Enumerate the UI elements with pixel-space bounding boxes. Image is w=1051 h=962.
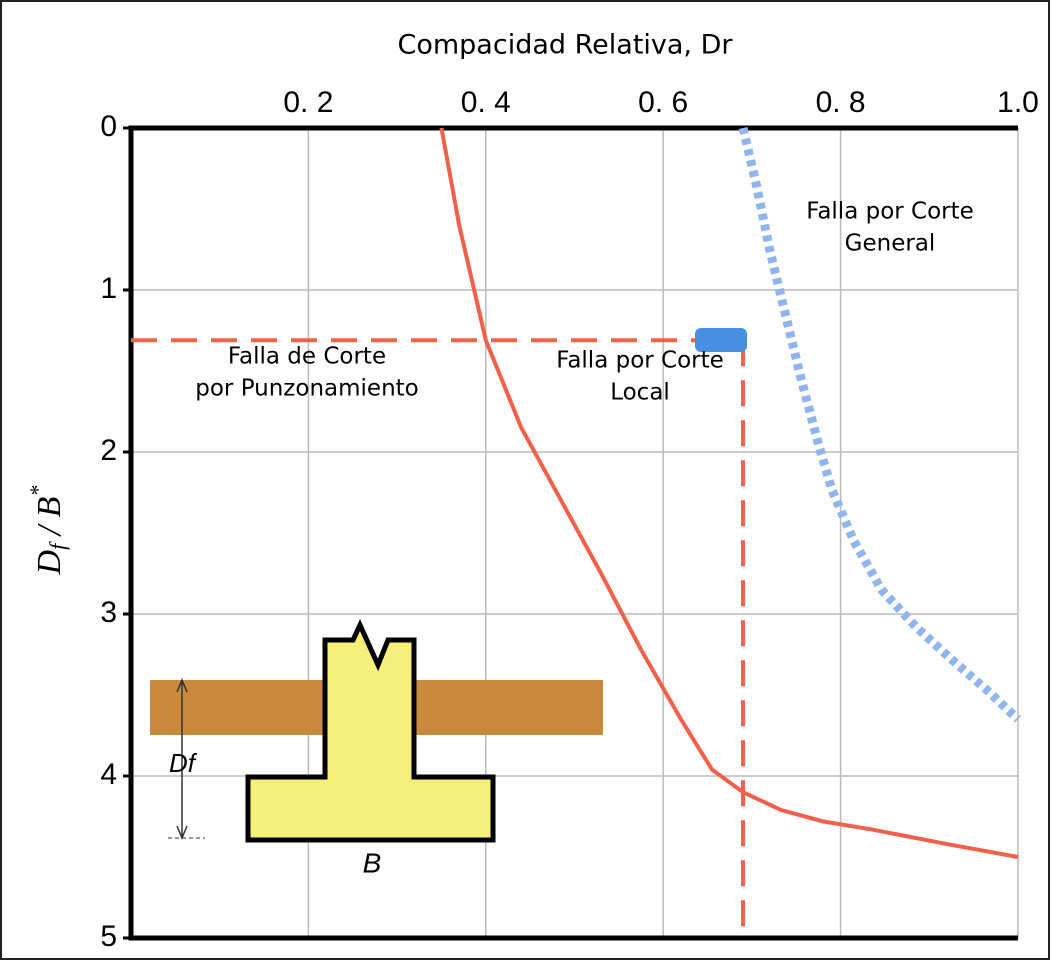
y-tick-label: 4 (100, 758, 117, 791)
chart-title: Compacidad Relativa, Dr (398, 30, 734, 61)
x-tick-label: 0. 6 (638, 86, 688, 119)
axis-frame (128, 125, 1018, 941)
y-tick-label: 5 (100, 920, 117, 953)
y-label-sup: * (25, 486, 50, 497)
y-label-main: D (31, 549, 68, 575)
annotations: Falla por Corte General Falla de Corte por … (169, 199, 974, 879)
annotation: por Punzonamiento (195, 376, 419, 402)
y-axis-label: Df / B* (25, 486, 70, 576)
annotation: Falla por Corte (556, 348, 724, 374)
annotation: Falla de Corte (228, 344, 386, 370)
x-tick-label: 0. 8 (816, 86, 866, 119)
x-tick-label: 1.0 (997, 86, 1039, 119)
annotation: Falla por Corte (806, 199, 974, 225)
y-label-sub: f (45, 541, 70, 550)
y-tick-label: 0 (100, 110, 117, 143)
annotation: Local (610, 380, 670, 406)
y-tick-label: 3 (100, 596, 117, 629)
footing (245, 618, 496, 843)
series-line (738, 126, 1022, 723)
x-tick-label: 0. 4 (461, 86, 511, 119)
series-line (439, 127, 1019, 859)
x-tick-label: 0. 2 (283, 86, 333, 119)
y-label-mid: / B (31, 496, 68, 543)
y-tick-label: 2 (100, 434, 117, 467)
annotation: Df (169, 748, 198, 778)
marker-block (695, 328, 747, 352)
arrow-head (176, 678, 188, 693)
annotation: General (845, 231, 936, 257)
annotation: B (363, 847, 382, 878)
footing-illustration (150, 618, 603, 843)
y-tick-label: 1 (100, 272, 117, 305)
